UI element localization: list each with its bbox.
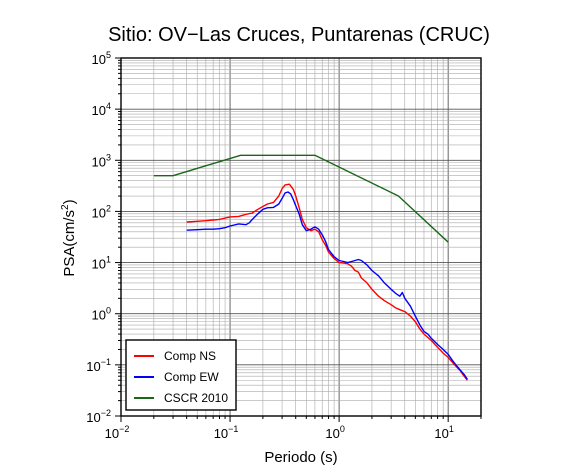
legend-label-1: Comp NS [164, 349, 216, 363]
x-tick-label-exponent: 1 [449, 424, 454, 434]
y-tick-label-base: 10 [86, 410, 100, 425]
chart-title: Sitio: OV−Las Cruces, Puntarenas (CRUC) [108, 24, 490, 46]
series-layer [153, 154, 468, 381]
legend: Comp NS Comp EW CSCR 2010 [125, 339, 237, 411]
y-tick-label-exponent: 3 [106, 152, 111, 162]
y-axis-label-base: PSA(cm/s [61, 210, 78, 277]
y-tick-label: 10−2 [86, 408, 111, 425]
series-line-1 [186, 183, 468, 381]
y-tick-label-base: 10 [92, 205, 106, 220]
x-tick-label-exponent: 0 [340, 424, 345, 434]
plot-frame [120, 57, 482, 417]
y-axis-label-superscript: 2 [60, 204, 71, 210]
y-tick-label-exponent: 2 [106, 203, 111, 213]
y-axis-label: PSA(cm/s2) [60, 199, 78, 276]
series-line-2 [186, 191, 468, 380]
y-tick-label: 105 [92, 50, 111, 67]
y-tick-label: 103 [92, 152, 111, 169]
x-axis-label: Periodo (s) [264, 449, 337, 466]
x-tick-label: 10−1 [214, 424, 239, 441]
x-tick-label-exponent: −2 [119, 424, 129, 434]
x-tick-label: 100 [325, 424, 344, 441]
x-tick-label-exponent: −1 [228, 424, 238, 434]
y-tick-label: 104 [92, 101, 111, 118]
y-tick-label-exponent: −2 [101, 408, 111, 418]
x-axis-ticks: 10−2 10−1 100 101 [105, 416, 482, 441]
y-tick-label-base: 10 [92, 103, 106, 118]
y-tick-label-base: 10 [92, 154, 106, 169]
legend-label-3: CSCR 2010 [164, 391, 228, 405]
grid [120, 57, 482, 417]
series-line-3 [153, 154, 449, 243]
y-axis-label-close: ) [61, 199, 78, 204]
x-tick-label: 101 [434, 424, 453, 441]
x-tick-label-base: 10 [105, 426, 119, 441]
y-tick-label-exponent: 4 [106, 101, 111, 111]
x-tick-label-base: 10 [325, 426, 339, 441]
y-tick-label-base: 10 [92, 52, 106, 67]
y-tick-label: 100 [92, 306, 111, 323]
y-tick-label-exponent: 1 [106, 255, 111, 265]
y-tick-label-base: 10 [92, 308, 106, 323]
y-tick-label: 101 [92, 255, 111, 272]
y-tick-label-base: 10 [86, 359, 100, 374]
y-tick-label: 102 [92, 203, 111, 220]
y-tick-label-exponent: 5 [106, 50, 111, 60]
y-tick-label-exponent: 0 [106, 306, 111, 316]
y-tick-label: 10−1 [86, 357, 111, 374]
x-tick-label-base: 10 [214, 426, 228, 441]
legend-label-2: Comp EW [164, 370, 219, 384]
x-tick-label: 10−2 [105, 424, 130, 441]
y-tick-label-base: 10 [92, 257, 106, 272]
y-tick-label-exponent: −1 [101, 357, 111, 367]
x-tick-label-base: 10 [434, 426, 448, 441]
